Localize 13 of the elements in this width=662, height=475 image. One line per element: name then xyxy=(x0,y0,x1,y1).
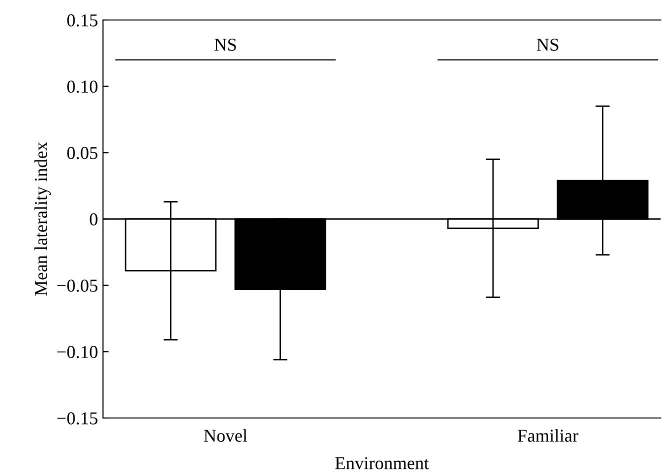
annotation: NS xyxy=(536,38,558,51)
y-axis-title: Mean laterality index xyxy=(34,142,51,296)
y-tick-label: −0.05 xyxy=(57,280,98,292)
y-tick-label: 0 xyxy=(90,213,98,226)
annotation: NS xyxy=(214,38,236,51)
y-tick-label: 0.10 xyxy=(67,80,98,93)
x-tick-label: Novel xyxy=(204,429,248,442)
y-tick-label: 0.15 xyxy=(67,14,98,27)
x-tick-label: Familiar xyxy=(518,429,578,442)
x-axis-title: Environment xyxy=(335,457,429,470)
y-tick-label: 0.05 xyxy=(67,146,98,160)
y-tick-label: −0.10 xyxy=(57,346,98,358)
y-tick-label: −0.15 xyxy=(57,412,98,425)
